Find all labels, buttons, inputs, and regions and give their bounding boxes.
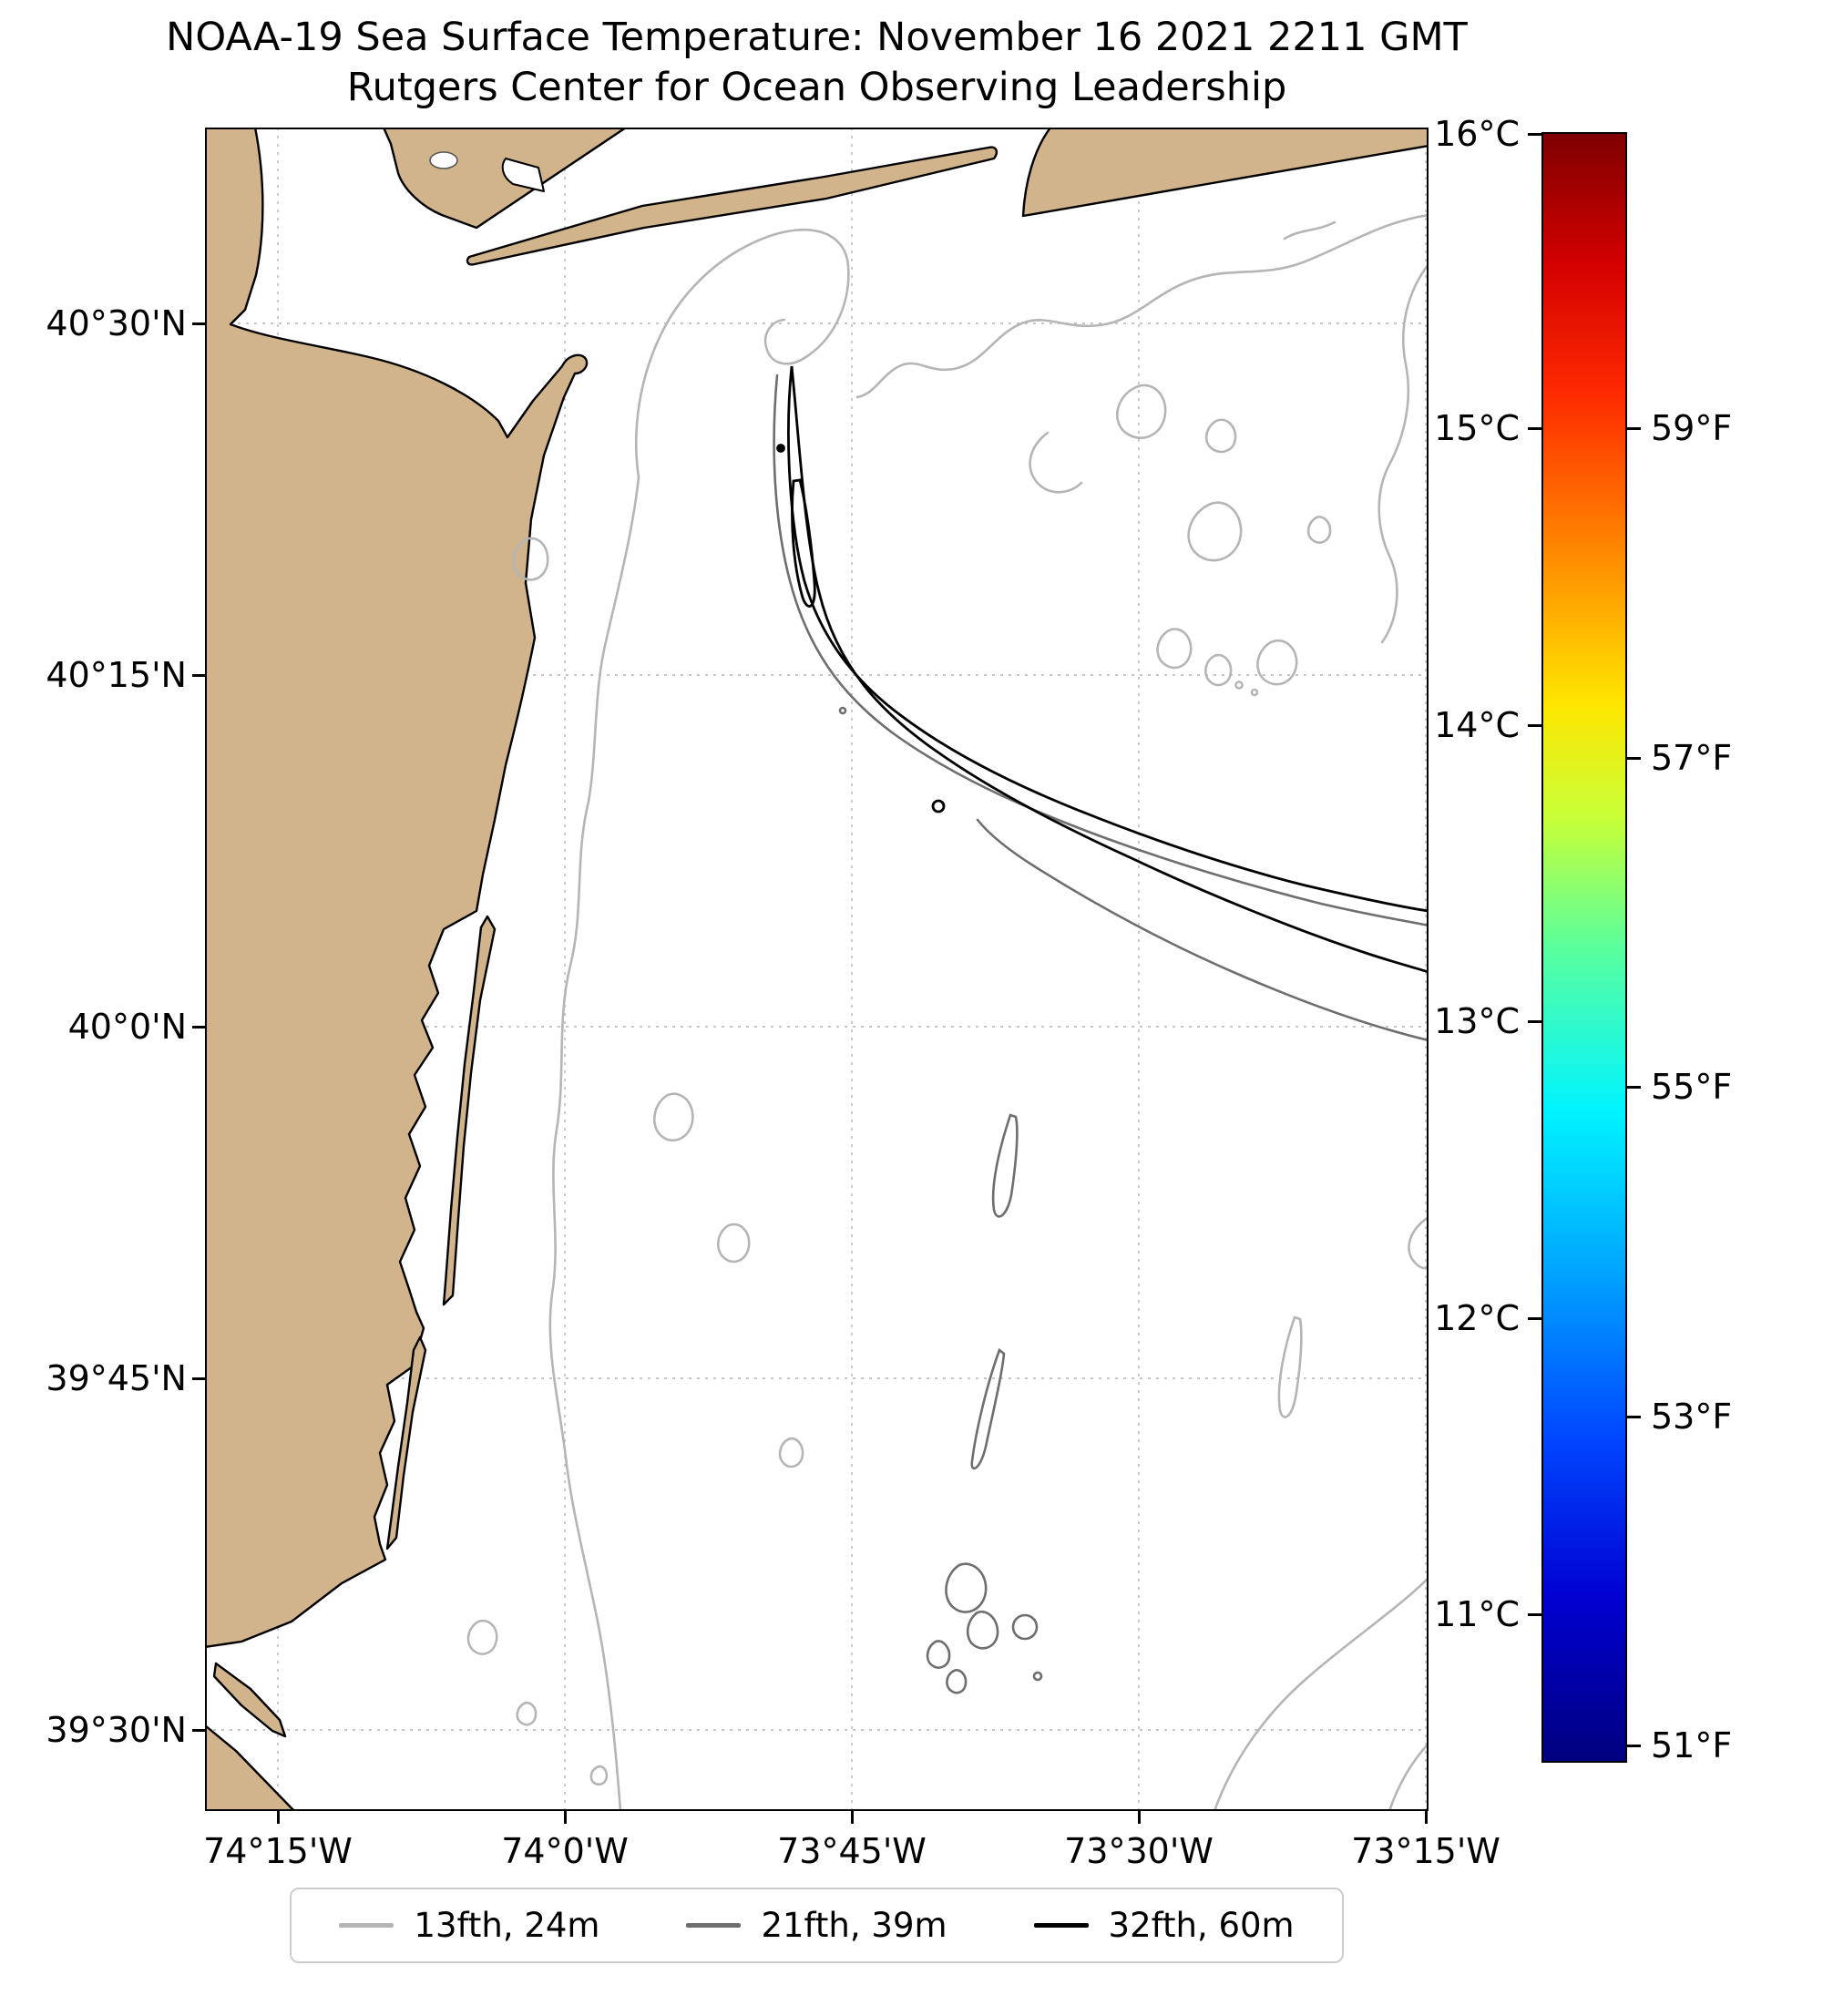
legend-item-24m: 13fth, 24m [339,1906,599,1945]
colorbar-tick-f [1627,1416,1641,1418]
colorbar-tick-c [1528,1020,1541,1023]
colorbar-tick-c [1528,133,1541,136]
colorbar-tick-f [1627,1086,1641,1089]
colorbar-fahrenheit-label: 55°F [1651,1067,1733,1107]
hudson-shelf-valley-contour [787,365,1429,974]
y-axis-tick [192,1026,205,1028]
colorbar-tick-c [1528,724,1541,727]
inland-water-hole [429,151,458,169]
legend-label-60m: 32fth, 60m [1108,1906,1295,1945]
isobath-24m-contours [466,213,1429,1811]
y-tick-label: 39°45'N [46,1358,187,1398]
colorbar-celsius-label: 11°C [1434,1594,1520,1634]
isobath-39m-contours [773,374,1429,1694]
x-axis-tick [564,1811,567,1824]
valley-inner-contour [791,478,816,608]
colorbar-tick-f [1627,757,1641,760]
legend: 13fth, 24m 21fth, 39m 32fth, 60m [205,1888,1429,1963]
legend-line-60m-icon [1033,1923,1089,1928]
colorbar-celsius-label: 12°C [1434,1298,1520,1338]
plot-frame [205,128,1429,1811]
colorbar-tick-c [1528,1317,1541,1320]
legend-label-39m: 21fth, 39m [761,1906,947,1945]
x-axis-tick [851,1811,854,1824]
land-long-island [1021,128,1429,218]
colorbar-tick-c [1528,427,1541,430]
x-tick-label: 73°30'W [1064,1831,1214,1871]
x-axis-tick [1425,1811,1428,1824]
colorbar-tick-c [1528,1613,1541,1616]
legend-box: 13fth, 24m 21fth, 39m 32fth, 60m [290,1888,1344,1963]
y-axis-tick [192,1377,205,1380]
land-new-jersey [205,128,589,1649]
legend-item-60m: 32fth, 60m [1033,1906,1295,1945]
land-spit [212,1662,287,1738]
land-polygons [205,128,1429,1811]
temperature-colorbar [1541,132,1627,1763]
colorbar-tick-f [1627,1745,1641,1747]
map-plot-area [205,128,1429,1811]
y-tick-label: 40°0'N [67,1007,187,1047]
y-axis-tick [192,674,205,677]
x-tick-label: 73°45'W [777,1831,927,1871]
x-tick-label: 73°15'W [1351,1831,1500,1871]
land-barrier-island-north [442,915,497,1306]
inlet-notch [501,158,545,192]
valley-dot [776,444,785,453]
x-axis-tick [277,1811,280,1824]
title-line-2: Rutgers Center for Ocean Observing Leade… [346,65,1287,111]
title-line-1: NOAA-19 Sea Surface Temperature: Novembe… [166,15,1468,60]
land-upper-bay [382,128,628,230]
colorbar-fahrenheit-label: 51°F [1651,1725,1733,1765]
legend-label-24m: 13fth, 24m [414,1906,600,1945]
colorbar-celsius-label: 15°C [1434,408,1520,448]
legend-line-24m-icon [339,1923,394,1928]
colorbar-fahrenheit-label: 59°F [1651,408,1733,448]
land-barrier-island-south [385,1335,427,1550]
colorbar-celsius-label: 16°C [1434,114,1520,154]
x-tick-label: 74°0'W [501,1831,629,1871]
colorbar-fahrenheit-label: 53°F [1651,1397,1733,1437]
y-axis-tick [192,322,205,325]
colorbar-celsius-label: 14°C [1434,705,1520,745]
isobath-60m-contours [776,365,1429,974]
colorbar-tick-f [1627,427,1641,430]
legend-item-39m: 21fth, 39m [686,1906,947,1945]
y-tick-label: 40°30'N [46,303,187,343]
map-canvas [205,128,1429,1811]
land-rockaway-strip [466,146,999,266]
figure-title: NOAA-19 Sea Surface Temperature: Novembe… [0,13,1634,113]
y-tick-label: 40°15'N [46,655,187,695]
colorbar-fahrenheit-label: 57°F [1651,738,1733,778]
land-bottom-corner [205,1724,296,1811]
legend-line-39m-icon [686,1923,742,1928]
x-axis-tick [1138,1811,1141,1824]
y-tick-label: 39°30'N [46,1710,187,1750]
y-axis-tick [192,1729,205,1732]
x-tick-label: 74°15'W [203,1831,353,1871]
colorbar-celsius-label: 13°C [1434,1001,1520,1041]
